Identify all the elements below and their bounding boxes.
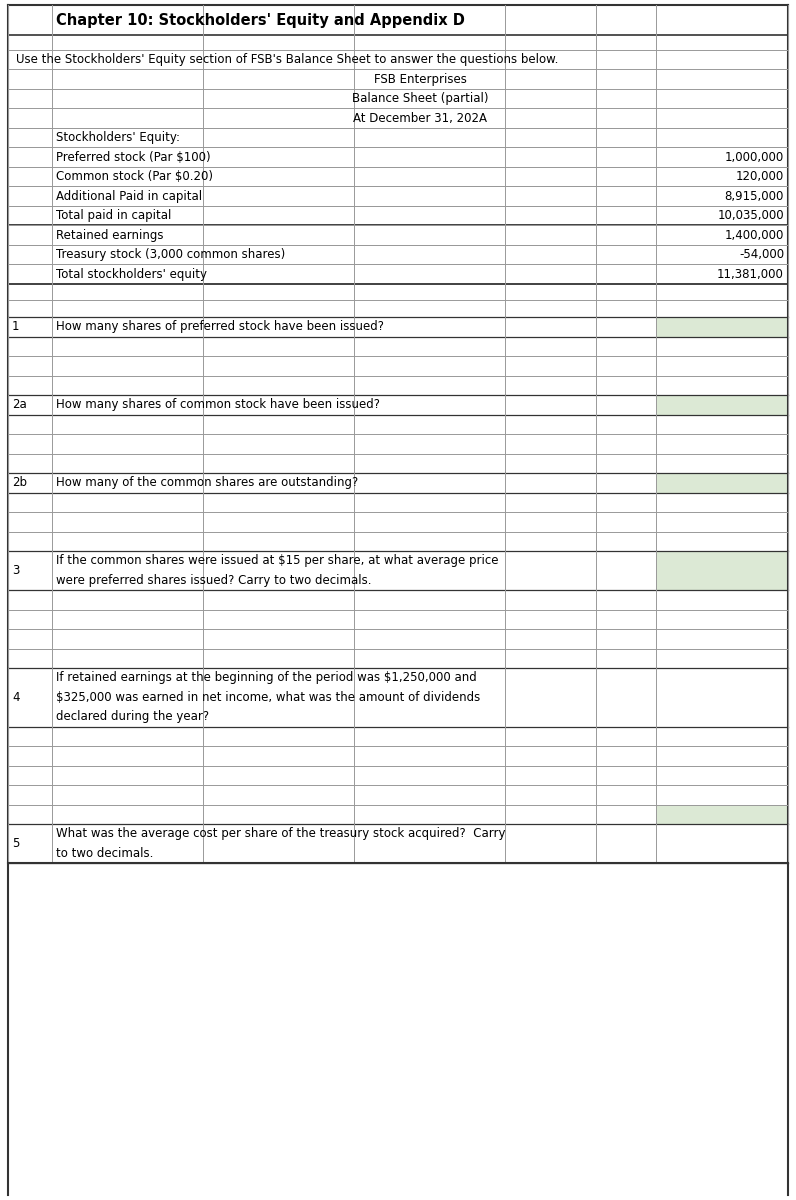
Text: If the common shares were issued at $15 per share, at what average price: If the common shares were issued at $15 … — [56, 554, 498, 568]
Bar — [656, 317, 788, 336]
Text: How many shares of preferred stock have been issued?: How many shares of preferred stock have … — [56, 320, 384, 334]
Text: Common stock (Par $0.20): Common stock (Par $0.20) — [56, 170, 213, 184]
Text: Preferred stock (Par $100): Preferred stock (Par $100) — [56, 150, 211, 163]
Text: Additional Paid in capital: Additional Paid in capital — [56, 190, 202, 203]
Text: At December 31, 202A: At December 31, 202A — [353, 112, 487, 125]
Text: 120,000: 120,000 — [736, 170, 784, 184]
Bar — [656, 395, 788, 414]
Text: 4: 4 — [12, 691, 19, 703]
Bar — [656, 804, 788, 824]
Text: Treasury stock (3,000 common shares): Treasury stock (3,000 common shares) — [56, 248, 285, 262]
Text: How many shares of common stock have been issued?: How many shares of common stock have bee… — [56, 398, 380, 412]
Text: What was the average cost per share of the treasury stock acquired?  Carry: What was the average cost per share of t… — [56, 827, 505, 840]
Text: 2a: 2a — [12, 398, 27, 412]
Text: Total paid in capital: Total paid in capital — [56, 209, 171, 222]
Text: 1,400,000: 1,400,000 — [724, 228, 784, 241]
Text: Use the Stockholders' Equity section of FSB's Balance Sheet to answer the questi: Use the Stockholders' Equity section of … — [16, 53, 558, 66]
Text: Stockholders' Equity:: Stockholders' Equity: — [56, 131, 180, 144]
Text: How many of the common shares are outstanding?: How many of the common shares are outsta… — [56, 476, 358, 490]
Text: 1,000,000: 1,000,000 — [724, 150, 784, 163]
Text: 2b: 2b — [12, 476, 27, 490]
Text: If retained earnings at the beginning of the period was $1,250,000 and: If retained earnings at the beginning of… — [56, 671, 477, 684]
Text: 3: 3 — [12, 564, 19, 577]
Text: Balance Sheet (partial): Balance Sheet (partial) — [352, 92, 488, 106]
Text: FSB Enterprises: FSB Enterprises — [373, 72, 466, 85]
Bar — [656, 473, 788, 492]
Text: -54,000: -54,000 — [739, 248, 784, 262]
Text: Chapter 10: Stockholders' Equity and Appendix D: Chapter 10: Stockholders' Equity and App… — [56, 13, 465, 28]
Text: $325,000 was earned in net income, what was the amount of dividends: $325,000 was earned in net income, what … — [56, 691, 480, 703]
Text: Retained earnings: Retained earnings — [56, 228, 163, 241]
Text: 11,381,000: 11,381,000 — [717, 268, 784, 281]
Text: were preferred shares issued? Carry to two decimals.: were preferred shares issued? Carry to t… — [56, 574, 372, 587]
Text: 1: 1 — [12, 320, 19, 334]
Text: 10,035,000: 10,035,000 — [717, 209, 784, 222]
Text: 8,915,000: 8,915,000 — [724, 190, 784, 203]
Bar — [656, 551, 788, 590]
Text: Total stockholders' equity: Total stockholders' equity — [56, 268, 207, 281]
Text: 5: 5 — [12, 838, 19, 850]
Text: to two decimals.: to two decimals. — [56, 847, 154, 859]
Text: declared during the year?: declared during the year? — [56, 710, 209, 724]
